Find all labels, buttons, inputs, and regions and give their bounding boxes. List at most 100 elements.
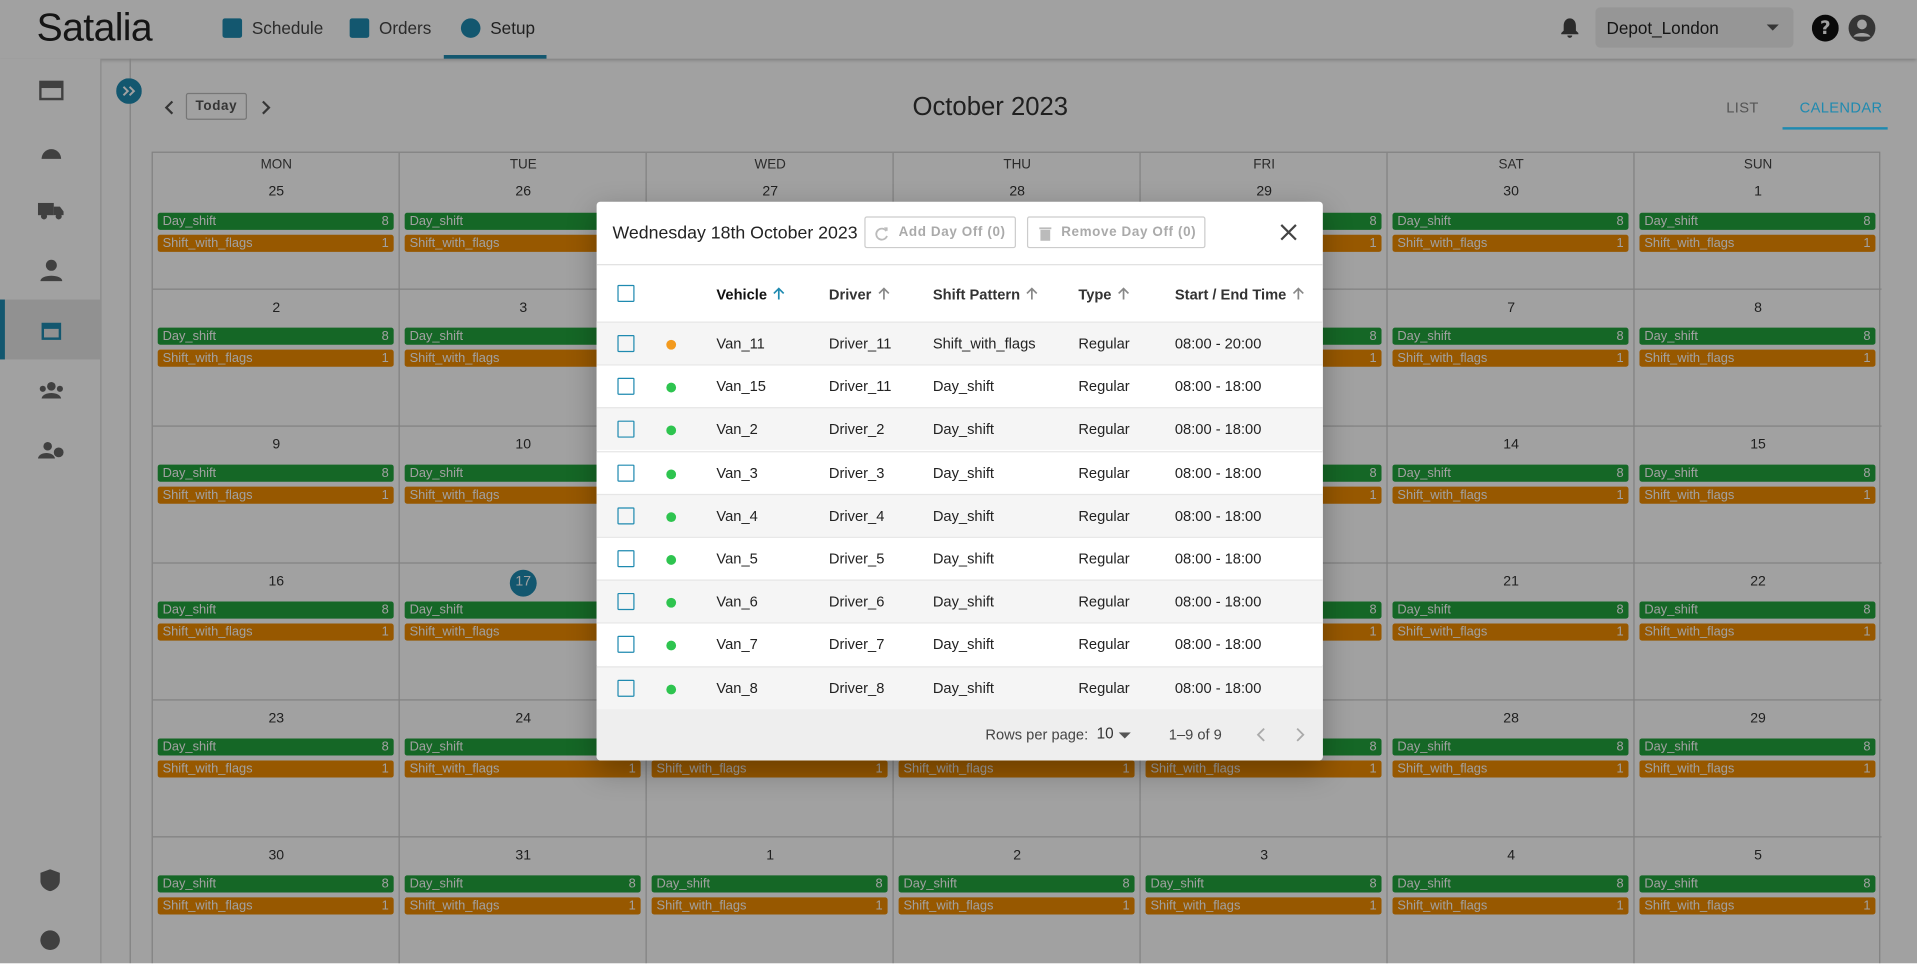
nav-item[interactable]: Setup bbox=[490, 18, 535, 38]
team-icon[interactable] bbox=[38, 381, 65, 399]
cookie-icon[interactable] bbox=[39, 929, 61, 951]
sort-arrow[interactable] bbox=[877, 287, 890, 300]
day-number[interactable]: 27 bbox=[762, 184, 779, 200]
today-button[interactable]: Today bbox=[185, 92, 247, 120]
day-number[interactable]: 1 bbox=[1754, 184, 1762, 200]
shift-bar[interactable]: Day_shift 8 bbox=[1392, 738, 1629, 756]
account-icon[interactable] bbox=[1848, 14, 1876, 42]
table-row[interactable]: Van_5 Driver_5 Day_shift Regular 08:00 - 18:… bbox=[596, 536, 1323, 580]
shift-bar[interactable]: Day_shift 8 bbox=[1145, 875, 1382, 893]
help-icon[interactable]: ? bbox=[1811, 14, 1839, 42]
day-number[interactable]: 2 bbox=[1013, 848, 1022, 864]
row-checkbox[interactable] bbox=[617, 550, 635, 568]
depot-select[interactable]: Depot_London bbox=[1595, 7, 1794, 48]
shift-bar[interactable]: Day_shift 8 bbox=[1639, 464, 1876, 482]
row-checkbox[interactable] bbox=[617, 421, 635, 439]
table-row[interactable]: Van_6 Driver_6 Day_shift Regular 08:00 - 18:… bbox=[596, 579, 1323, 623]
team-settings-icon[interactable] bbox=[37, 441, 65, 459]
shift-bar[interactable]: Day_shift 8 bbox=[157, 601, 394, 619]
row-checkbox[interactable] bbox=[617, 636, 635, 654]
nav-icon[interactable] bbox=[222, 18, 243, 38]
table-row[interactable]: Van_15 Driver_11 Day_shift Regular 08:00 - 1… bbox=[596, 364, 1323, 408]
day-number[interactable]: 24 bbox=[515, 711, 532, 727]
view-tab[interactable]: LIST bbox=[1726, 99, 1759, 117]
store-icon[interactable] bbox=[39, 79, 64, 101]
day-number[interactable]: 15 bbox=[1750, 437, 1766, 453]
day-number[interactable]: 25 bbox=[268, 184, 285, 200]
select-all-checkbox[interactable] bbox=[617, 284, 635, 302]
shift-bar[interactable]: Day_shift 8 bbox=[1639, 212, 1876, 230]
close-button[interactable] bbox=[1280, 224, 1297, 241]
dropdown-caret[interactable] bbox=[1118, 732, 1131, 739]
column-header[interactable]: Vehicle bbox=[716, 286, 768, 304]
shift-bar[interactable]: Day_shift 8 bbox=[898, 875, 1135, 893]
nav-icon[interactable] bbox=[349, 18, 370, 38]
shift-bar[interactable]: Day_shift 8 bbox=[157, 875, 394, 893]
sort-arrow[interactable] bbox=[1118, 287, 1130, 300]
rows-per-page-value[interactable]: 10 bbox=[1096, 724, 1114, 743]
add-day-off-button[interactable]: Add Day Off (0) bbox=[864, 216, 1016, 249]
shift-bar[interactable]: Day_shift 8 bbox=[1392, 327, 1629, 345]
shift-bar[interactable]: Day_shift 8 bbox=[1392, 212, 1629, 230]
remove-day-off-button[interactable]: Remove Day Off (0) bbox=[1026, 216, 1206, 249]
day-number[interactable]: 29 bbox=[1750, 711, 1766, 727]
day-number[interactable]: 8 bbox=[1754, 300, 1762, 316]
day-number[interactable]: 30 bbox=[268, 848, 285, 864]
next-page[interactable] bbox=[1296, 727, 1306, 742]
day-number[interactable]: 23 bbox=[268, 711, 285, 727]
row-checkbox[interactable] bbox=[617, 593, 635, 611]
column-header[interactable]: Shift Pattern bbox=[932, 286, 1021, 304]
day-number[interactable]: 21 bbox=[1503, 574, 1519, 590]
day-number[interactable]: 16 bbox=[268, 574, 285, 590]
day-number[interactable]: 7 bbox=[1507, 300, 1516, 316]
view-tab[interactable]: CALENDAR bbox=[1799, 99, 1883, 117]
nav-icon[interactable] bbox=[460, 18, 481, 38]
day-number[interactable]: 28 bbox=[1009, 184, 1025, 200]
shift-bar[interactable]: Day_shift 8 bbox=[404, 875, 641, 893]
column-header[interactable]: Driver bbox=[828, 286, 872, 304]
day-number[interactable]: 29 bbox=[1256, 184, 1272, 200]
calendar-icon[interactable] bbox=[40, 319, 62, 341]
day-number[interactable]: 28 bbox=[1503, 711, 1519, 727]
day-number[interactable]: 1 bbox=[766, 848, 775, 864]
row-checkbox[interactable] bbox=[617, 464, 635, 482]
table-row[interactable]: Van_4 Driver_4 Day_shift Regular 08:00 - 18:… bbox=[596, 493, 1323, 537]
day-number[interactable]: 3 bbox=[1260, 848, 1269, 864]
day-number[interactable]: 3 bbox=[519, 300, 528, 316]
bell-icon[interactable] bbox=[1560, 17, 1580, 39]
shift-bar[interactable]: Day_shift 8 bbox=[1392, 875, 1629, 893]
sort-arrow[interactable] bbox=[1026, 287, 1038, 300]
row-checkbox[interactable] bbox=[617, 679, 635, 697]
prev-month[interactable] bbox=[163, 100, 175, 115]
column-header[interactable]: Start / End Time bbox=[1174, 286, 1287, 304]
table-row[interactable]: Van_2 Driver_2 Day_shift Regular 08:00 - 18:… bbox=[596, 407, 1323, 451]
shift-bar[interactable]: Day_shift 8 bbox=[1639, 327, 1876, 345]
shield-icon[interactable] bbox=[40, 869, 60, 892]
nav-item[interactable]: Schedule bbox=[251, 18, 324, 38]
sort-arrow[interactable] bbox=[773, 287, 785, 300]
expand-button[interactable] bbox=[116, 78, 142, 104]
table-row[interactable]: Van_8 Driver_8 Day_shift Regular 08:00 - 18:… bbox=[596, 665, 1323, 709]
table-row[interactable]: Van_7 Driver_7 Day_shift Regular 08:00 - 18:… bbox=[596, 622, 1323, 666]
shift-bar[interactable]: Day_shift 8 bbox=[1639, 601, 1876, 619]
column-header[interactable]: Type bbox=[1078, 286, 1112, 304]
day-number[interactable]: 26 bbox=[515, 184, 532, 200]
table-row[interactable]: Van_11 Driver_11 Shift_with_flags Regular 08… bbox=[596, 321, 1323, 365]
